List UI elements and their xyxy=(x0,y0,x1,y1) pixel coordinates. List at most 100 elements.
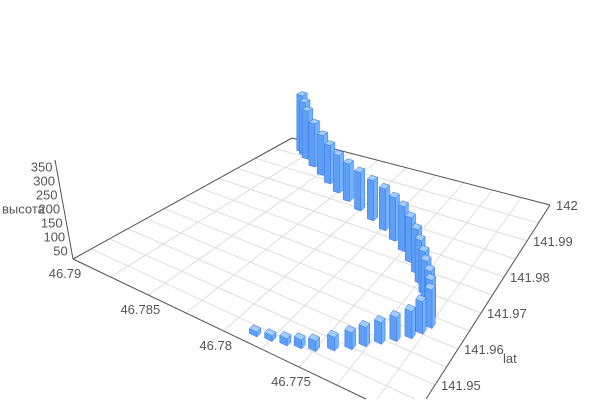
bar-top-face xyxy=(374,315,386,324)
bar-side-face xyxy=(339,151,344,194)
y-tick-label: 141.97 xyxy=(487,306,527,321)
bar-side-face xyxy=(411,306,416,340)
grid-line-y xyxy=(200,187,493,296)
bar-side-face xyxy=(349,160,354,203)
bar-side-face xyxy=(385,184,390,232)
bar-side-face xyxy=(301,109,309,160)
bar-top-face xyxy=(296,91,308,97)
bar xyxy=(378,182,390,232)
bar-top-face xyxy=(405,211,416,219)
x-axis-line xyxy=(72,258,367,400)
bar xyxy=(388,191,400,242)
bar-side-face xyxy=(398,204,405,253)
bar-side-face xyxy=(431,284,436,330)
bar-top-face xyxy=(301,106,314,112)
z-axis-line xyxy=(54,159,74,260)
bar-top-face xyxy=(397,200,409,208)
bar-top-face xyxy=(327,329,339,338)
bar-top-face xyxy=(323,140,336,146)
bar-top-face xyxy=(411,222,422,231)
bar-top-face xyxy=(418,244,430,253)
bar-top-face xyxy=(298,98,311,104)
z-tick-label: 300 xyxy=(33,173,55,188)
bar-side-face xyxy=(308,121,316,168)
bar-top-face xyxy=(378,182,390,190)
bar-side-face xyxy=(379,186,386,232)
bar-side-face xyxy=(360,168,365,212)
y-axis-name: lat xyxy=(503,351,517,366)
bar xyxy=(332,149,345,194)
y-tick-label: 141.98 xyxy=(510,270,550,285)
bar-side-face xyxy=(354,170,361,212)
bar-side-face xyxy=(415,298,423,335)
bar xyxy=(249,324,262,338)
x-tick-label: 46.79 xyxy=(49,266,82,281)
x-tick-label: 46.78 xyxy=(199,338,232,353)
bar-side-face xyxy=(396,312,401,343)
bar-top-face xyxy=(415,294,427,303)
bar-side-face xyxy=(373,176,378,222)
bar-top-face xyxy=(388,191,400,199)
bar-side-face xyxy=(404,308,413,340)
bar-top-face xyxy=(332,149,345,156)
bar-top-face xyxy=(316,130,329,136)
bar xyxy=(344,324,356,351)
bar-top-face xyxy=(420,254,432,262)
bar xyxy=(367,174,379,222)
bar-top-face xyxy=(424,282,436,291)
bar xyxy=(404,303,416,340)
bar-top-face xyxy=(367,174,379,182)
z-tick-label: 350 xyxy=(31,159,53,174)
grid-line-x xyxy=(376,197,522,400)
bar-side-face xyxy=(389,314,398,343)
bars xyxy=(249,91,436,353)
bar-top-face xyxy=(293,332,306,341)
z-tick-label: 250 xyxy=(36,187,58,202)
bar-top-face xyxy=(404,304,416,312)
floor-grid xyxy=(72,137,551,400)
bar xyxy=(308,333,320,353)
bar-top-face xyxy=(424,264,435,272)
bar xyxy=(354,166,366,212)
y-axis-line xyxy=(425,204,551,400)
grid-line-y xyxy=(91,248,416,400)
bar-top-face xyxy=(264,328,277,337)
bar-side-face xyxy=(424,287,433,329)
grid-line-y xyxy=(127,228,447,368)
bar-top-face xyxy=(354,166,366,173)
bar xyxy=(389,309,401,343)
y-tick-label: 141.96 xyxy=(464,342,504,357)
bar-side-face xyxy=(324,143,331,185)
bar-side-face xyxy=(342,161,350,203)
y-tick-label: 142 xyxy=(556,198,578,213)
bar-top-face xyxy=(308,118,320,125)
bar-side-face xyxy=(358,324,367,348)
bar-top-face xyxy=(279,331,292,340)
z-tick-label: 50 xyxy=(53,243,67,258)
back-edge xyxy=(72,137,293,260)
bar-top-face xyxy=(249,324,262,333)
bar-side-face xyxy=(367,178,374,222)
axes xyxy=(54,137,551,400)
bar-top-face xyxy=(344,325,356,334)
bar-side-face xyxy=(332,153,340,194)
bar-side-face xyxy=(405,215,413,264)
z-tick-label: 200 xyxy=(38,201,60,216)
bar-top-face xyxy=(308,333,320,342)
bar-side-face xyxy=(374,319,382,345)
bar-top-face xyxy=(414,233,426,242)
grid-line-y xyxy=(218,177,505,278)
z-tick-label: 100 xyxy=(43,229,65,244)
z-tick-label: 150 xyxy=(41,215,63,230)
bar-side-face xyxy=(316,133,324,176)
y-tick-label: 141.99 xyxy=(533,234,573,249)
y-tick-label: 141.95 xyxy=(441,378,481,393)
bar xyxy=(342,158,354,203)
bar xyxy=(279,330,292,347)
grid-line-y xyxy=(109,238,436,386)
bar-top-face xyxy=(389,310,401,319)
bar xyxy=(293,332,306,350)
z-axis-name: высота xyxy=(2,201,46,216)
